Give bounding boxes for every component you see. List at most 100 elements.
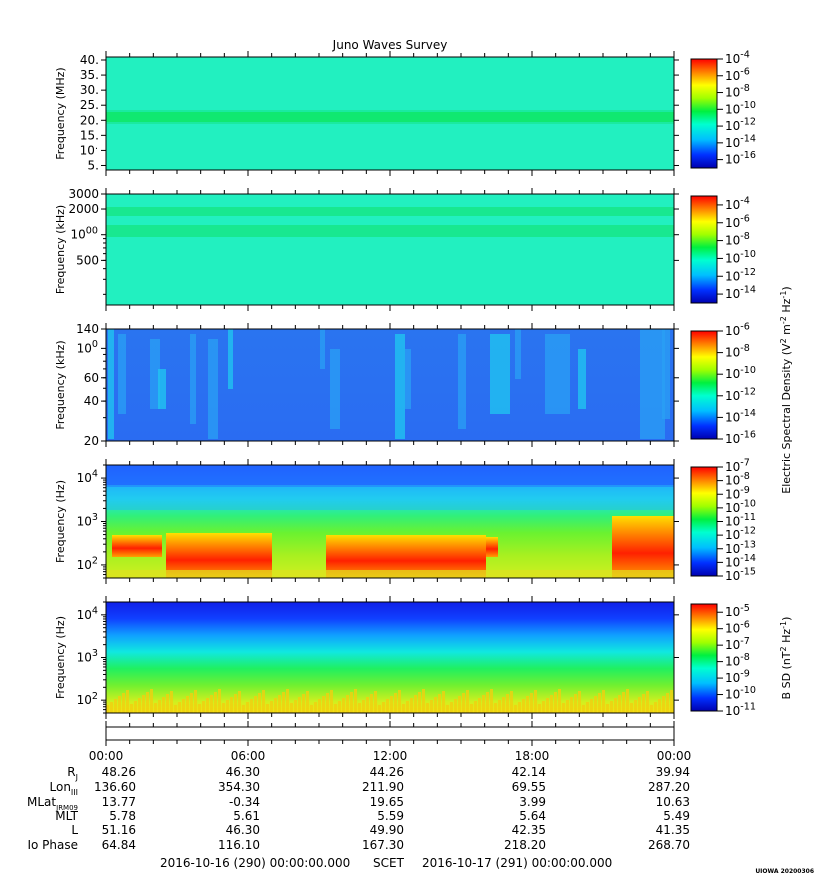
low-freq-fringe: [522, 699, 525, 713]
y-axis-label-5: Frequency (Hz): [54, 616, 67, 699]
low-freq-fringe: [126, 690, 129, 713]
low-freq-fringe: [510, 691, 513, 713]
low-freq-fringe: [282, 692, 285, 713]
low-freq-fringe: [390, 696, 393, 713]
colorbar-tick-label: 10-6: [725, 213, 750, 229]
low-freq-fringe: [506, 694, 509, 713]
low-freq-fringe: [446, 705, 449, 713]
colorbar-tick-label: 10-8: [725, 652, 750, 668]
y-tick-label: 104: [77, 469, 98, 485]
colorbar-tick-label: 10-12: [725, 267, 756, 283]
band-21mhz: [106, 112, 674, 122]
time-axis-box: [105, 726, 675, 741]
low-freq-fringe: [422, 689, 425, 713]
colorbar-tick-label: 10-10: [725, 100, 756, 116]
low-freq-fringe: [614, 698, 617, 713]
colorbar-tick-label: 10-8: [725, 231, 750, 247]
colorbar-tick-label: 10-16: [725, 430, 756, 446]
low-freq-fringe: [110, 702, 113, 713]
figure-title: Juno Waves Survey: [332, 38, 448, 52]
low-freq-fringe: [222, 703, 225, 713]
low-freq-fringe: [346, 695, 349, 713]
colorbar-tick-label: 10-8: [725, 471, 750, 487]
x-axis-end: 2016-10-17 (291) 00:00:00.000: [422, 856, 612, 870]
panel-3: [105, 328, 675, 442]
low-freq-fringe: [354, 689, 357, 713]
intense-emission: [486, 537, 498, 557]
emission-streak: [320, 329, 325, 369]
y-axis-label-3: Frequency (kHz): [54, 340, 67, 429]
y-tick-label: 1000: [71, 225, 99, 241]
emission-streak: [405, 349, 411, 409]
colorbar-2: [690, 195, 718, 304]
low-freq-fringe: [198, 704, 201, 713]
low-freq-fringe: [590, 699, 593, 713]
low-freq-fringe: [246, 702, 249, 713]
low-freq-fringe: [578, 691, 581, 713]
panel-1: [105, 56, 675, 171]
y-tick-label: 102: [77, 556, 98, 572]
low-freq-fringe: [546, 698, 549, 713]
ephemeris-label: LonIII: [50, 780, 79, 797]
low-freq-fringe: [326, 693, 329, 713]
low-freq-fringe: [482, 695, 485, 713]
low-freq-fringe: [250, 699, 253, 713]
low-freq-fringe: [350, 692, 353, 713]
low-freq-fringe: [618, 695, 621, 713]
low-freq-fringe: [230, 697, 233, 713]
low-freq-fringe: [582, 705, 585, 713]
ephemeris-label: L: [71, 823, 78, 837]
emission-streak: [545, 334, 570, 414]
colorbar-label-e: Electric Spectral Density (V2 m-2 Hz-1): [779, 286, 793, 493]
band-1800khz: [106, 207, 674, 216]
y-tick-label: 103: [77, 648, 98, 664]
ephemeris-value: 5.49: [663, 809, 690, 823]
colorbar-tick-label: 10-16: [725, 150, 756, 166]
low-freq-fringe: [470, 704, 473, 713]
ephemeris-value: 136.60: [94, 780, 136, 794]
emission-streak: [662, 329, 670, 419]
low-freq-fringe: [178, 702, 181, 713]
low-freq-fringe: [646, 691, 649, 713]
emission-streak: [108, 329, 114, 439]
low-freq-fringe: [270, 701, 273, 713]
intense-emission: [112, 535, 162, 557]
ephemeris-value: -0.34: [229, 795, 260, 809]
low-freq-fringe: [434, 697, 437, 713]
low-freq-fringe: [586, 702, 589, 713]
low-freq-fringe: [258, 693, 261, 713]
colorbar-tick-label: 10-5: [725, 603, 750, 619]
low-freq-fringe: [142, 695, 145, 713]
low-freq-fringe: [670, 690, 673, 713]
low-freq-fringe: [274, 698, 277, 713]
colorbar-tick-label: 10-10: [725, 498, 756, 514]
low-freq-fringe: [610, 701, 613, 713]
emission-streak: [118, 334, 126, 414]
colorbar-tick-label: 10-14: [725, 408, 756, 424]
low-freq-fringe: [402, 704, 405, 713]
ephemeris-value: 10.63: [656, 795, 690, 809]
emission-streak: [208, 339, 218, 439]
ephemeris-value: 46.30: [226, 823, 260, 837]
ephemeris-value: 48.26: [102, 765, 136, 779]
low-freq-fringe: [474, 701, 477, 713]
low-freq-fringe: [370, 694, 373, 713]
emission-streak: [640, 329, 665, 439]
emission-streak: [458, 334, 466, 429]
ephemeris-value: 5.64: [519, 809, 546, 823]
low-freq-fringe: [574, 694, 577, 713]
colorbar-tick-label: 10-12: [725, 526, 756, 542]
low-freq-fringe: [254, 696, 257, 713]
low-freq-fringe: [606, 704, 609, 713]
low-freq-fringe: [642, 694, 645, 713]
x-tick-label: 12:00: [373, 749, 408, 763]
y-tick-label: 20: [84, 434, 99, 448]
ephemeris-value: 19.65: [370, 795, 404, 809]
low-freq-fringe: [202, 701, 205, 713]
low-freq-fringe: [414, 695, 417, 713]
ephemeris-value: 5.61: [233, 809, 260, 823]
low-freq-fringe: [382, 702, 385, 713]
low-freq-fringe: [138, 698, 141, 713]
low-freq-fringe: [290, 703, 293, 713]
low-freq-fringe: [294, 700, 297, 713]
